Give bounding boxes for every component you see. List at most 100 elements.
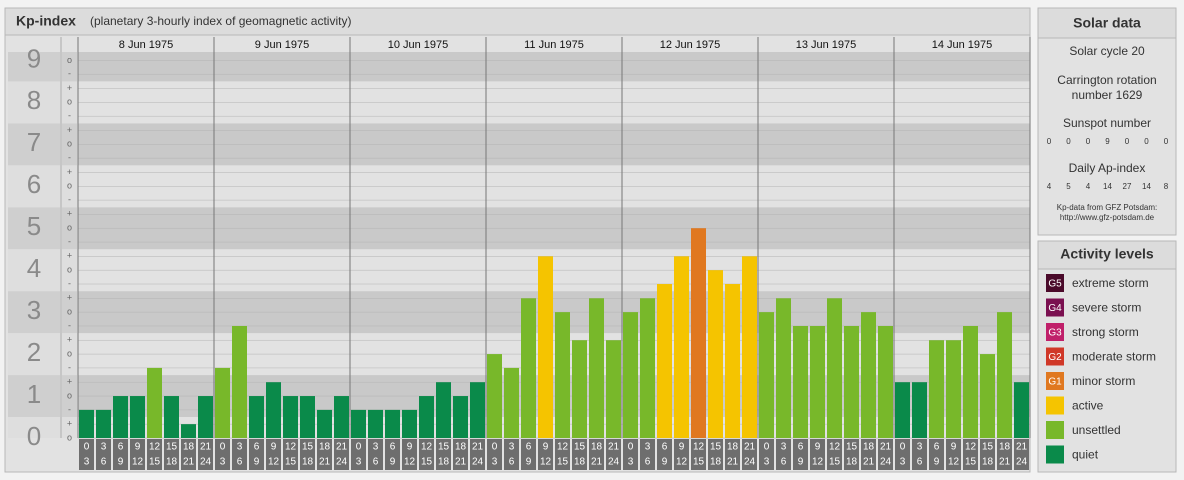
y-tick-label: 1	[27, 379, 41, 409]
sunspots-value: 0	[1066, 137, 1071, 146]
day-label: 9 Jun 1975	[255, 39, 309, 51]
hour-label: 9	[407, 442, 413, 453]
sunspots-value: 0	[1164, 137, 1169, 146]
day-header	[622, 37, 758, 51]
minor-tick-label: +	[67, 377, 72, 387]
hour-label: 21	[455, 457, 467, 468]
bar	[572, 340, 587, 438]
legend-swatch	[1046, 372, 1064, 390]
hour-box	[436, 439, 451, 470]
hour-label: 6	[118, 442, 124, 453]
chart-title: Kp-index	[16, 13, 76, 29]
hour-label: 15	[829, 457, 841, 468]
bar	[113, 396, 128, 438]
hour-label: 18	[183, 442, 195, 453]
band	[78, 52, 1030, 82]
bar	[470, 382, 485, 438]
axis-band	[8, 165, 60, 208]
legend-label: strong storm	[1072, 325, 1139, 339]
hour-box	[844, 439, 859, 470]
ap-value: 4	[1047, 182, 1052, 191]
y-tick-label: 2	[27, 337, 41, 367]
hour-label: 3	[356, 457, 362, 468]
hour-label: 12	[965, 442, 977, 453]
hour-label: 18	[846, 457, 858, 468]
hour-box	[827, 439, 842, 470]
hour-label: 3	[764, 457, 770, 468]
day-header	[350, 37, 486, 51]
hour-box	[895, 439, 910, 470]
hour-label: 15	[421, 457, 433, 468]
hour-box	[725, 439, 740, 470]
day-label: 10 Jun 1975	[388, 39, 449, 51]
bar	[96, 409, 111, 438]
bar	[640, 298, 655, 438]
minor-tick-label: -	[68, 278, 71, 288]
solar-panel	[1037, 7, 1177, 236]
hour-box	[300, 439, 315, 470]
bar	[776, 298, 791, 438]
axis-band	[62, 52, 77, 82]
hour-box	[130, 439, 145, 470]
hour-box	[606, 439, 621, 470]
hour-label: 6	[934, 442, 940, 453]
bar	[606, 340, 621, 438]
hour-label: 3	[900, 457, 906, 468]
bar	[266, 382, 281, 438]
hour-label: 6	[798, 442, 804, 453]
axis-band	[8, 81, 60, 124]
legend-label: minor storm	[1072, 374, 1135, 388]
axis-band	[62, 207, 77, 250]
hour-label: 18	[982, 457, 994, 468]
source: http://www.gfz-potsdam.de	[1060, 213, 1155, 222]
hour-label: 12	[540, 457, 552, 468]
solar-title: Solar data	[1073, 15, 1141, 31]
hour-box	[589, 439, 604, 470]
hour-label: 21	[336, 442, 348, 453]
hour-label: 12	[268, 457, 280, 468]
hour-label: 9	[118, 457, 124, 468]
day-label: 11 Jun 1975	[524, 39, 584, 51]
minor-tick-label: o	[67, 390, 72, 400]
hour-box	[215, 439, 230, 470]
axis-band	[8, 333, 60, 376]
hour-box	[1014, 439, 1029, 470]
hour-label: 9	[271, 442, 277, 453]
side: 0 0 0 9 0 0 0 4 5 4 14 27 14 8 G5 extreme storm G4 severe…	[1046, 137, 1169, 464]
hour-label: 9	[934, 457, 940, 468]
hour-label: 15	[574, 442, 586, 453]
day-header	[758, 37, 894, 51]
minor-tick-label: -	[68, 194, 71, 204]
legend-label: quiet	[1072, 448, 1099, 462]
bar	[997, 312, 1012, 438]
hour-label: 18	[455, 442, 467, 453]
hour-label: 12	[149, 442, 161, 453]
minor-tick-label: o	[67, 265, 72, 275]
hour-label: 18	[302, 457, 314, 468]
legend-badge: G5	[1048, 279, 1062, 290]
axis-band	[62, 375, 77, 418]
hour-box	[402, 439, 417, 470]
hour-box	[776, 439, 791, 470]
y-tick-label: 9	[27, 43, 41, 73]
bar	[827, 298, 842, 438]
hour-label: 24	[336, 457, 348, 468]
hour-label: 6	[509, 457, 515, 468]
hour-label: 3	[101, 442, 107, 453]
hour-label: 9	[951, 442, 957, 453]
sunspots-value: 0	[1144, 137, 1149, 146]
hour-label: 3	[509, 442, 515, 453]
hour-label: 0	[492, 442, 498, 453]
bar	[453, 396, 468, 438]
bar	[810, 325, 825, 438]
axis-band	[62, 249, 77, 292]
minor-tick-label: o	[67, 55, 72, 65]
hour-box	[487, 439, 502, 470]
hour-box	[266, 439, 281, 470]
bar	[929, 340, 944, 438]
hour-label: 15	[710, 442, 722, 453]
solar-header	[1037, 7, 1177, 39]
hour-label: 6	[645, 457, 651, 468]
day-header	[486, 37, 622, 51]
bar	[436, 382, 451, 438]
